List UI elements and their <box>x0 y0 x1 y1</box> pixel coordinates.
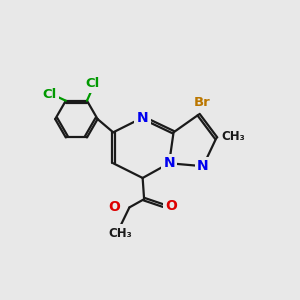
Text: N: N <box>197 159 209 173</box>
Text: O: O <box>109 200 121 214</box>
Text: CH₃: CH₃ <box>221 130 245 143</box>
Text: Br: Br <box>194 96 211 109</box>
Text: CH₃: CH₃ <box>109 226 132 239</box>
Text: N: N <box>137 111 148 124</box>
Text: N: N <box>163 156 175 170</box>
Text: Cl: Cl <box>86 77 100 90</box>
Text: Cl: Cl <box>42 88 56 101</box>
Text: O: O <box>166 199 177 213</box>
